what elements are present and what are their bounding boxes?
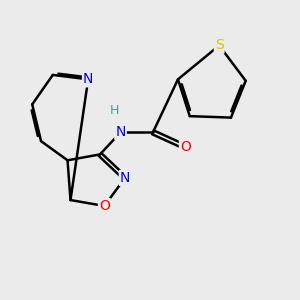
Text: O: O — [99, 199, 110, 213]
Text: N: N — [116, 125, 126, 139]
Text: N: N — [120, 171, 130, 185]
Text: H: H — [110, 104, 119, 117]
Text: O: O — [180, 140, 191, 154]
Text: S: S — [215, 38, 224, 52]
Text: N: N — [83, 72, 93, 86]
